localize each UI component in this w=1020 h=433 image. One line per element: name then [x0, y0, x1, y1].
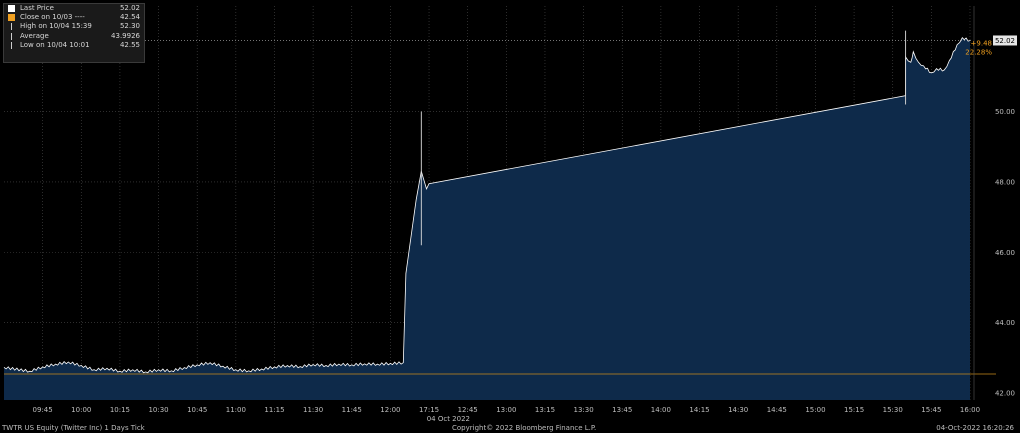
footer-copyright: Copyright© 2022 Bloomberg Finance L.P.: [452, 424, 597, 432]
x-tick-label-24: 16:00: [960, 406, 980, 414]
x-tick-label-17: 14:15: [689, 406, 709, 414]
y-tick-label-0: 42.00: [995, 389, 1015, 397]
x-tick-label-22: 15:30: [883, 406, 903, 414]
x-tick-label-5: 11:00: [226, 406, 246, 414]
legend-value-last-price: 52.02: [119, 4, 140, 12]
legend-swatch-last-price: [8, 5, 15, 12]
x-tick-label-7: 11:30: [303, 406, 323, 414]
legend-swatch-high: [11, 23, 12, 31]
x-tick-label-10: 17:15: [419, 406, 439, 414]
y-tick-label-1: 44.00: [995, 319, 1015, 327]
y-axis: 42.00 44.00 46.00 48.00 50.00: [973, 6, 1015, 400]
legend-label-high: High on 10/04 15:39: [20, 22, 92, 31]
legend-row-low: Low on 10/04 10:01 42.55: [4, 41, 144, 50]
y-tick-label-4: 50.00: [995, 108, 1015, 116]
legend-row-average: Average 43.9926: [4, 32, 144, 41]
legend-row-last-price: Last Price 52.02: [4, 4, 144, 13]
footer-security-label: TWTR US Equity (Twitter Inc) 1 Days Tick: [2, 424, 145, 432]
x-tick-label-6: 11:15: [264, 406, 284, 414]
x-tick-label-0: 09:45: [33, 406, 53, 414]
legend-label-average: Average: [20, 31, 49, 40]
x-tick-label-23: 15:45: [921, 406, 941, 414]
x-tick-label-12: 13:00: [496, 406, 516, 414]
change-pct-label: 22.28%: [965, 48, 992, 56]
legend-row-close: Close on 10/03 ---- 42.54: [4, 13, 144, 22]
legend-swatch-close: [8, 14, 15, 22]
legend-swatch-average: [11, 32, 12, 40]
legend-row-high: High on 10/04 15:39 52.30: [4, 22, 144, 31]
x-tick-label-19: 14:45: [767, 406, 787, 414]
x-tick-label-1: 10:00: [71, 406, 91, 414]
x-tick-label-8: 11:45: [342, 406, 362, 414]
legend-value-low: 42.55: [119, 40, 140, 49]
legend-value-close: 42.54: [119, 13, 140, 22]
legend-label-close: Close on 10/03 ----: [20, 13, 85, 22]
x-tick-label-3: 10:30: [148, 406, 168, 414]
x-tick-label-18: 14:30: [728, 406, 748, 414]
legend: Last Price 52.02 Close on 10/03 ---- 42.…: [3, 3, 145, 63]
legend-label-low: Low on 10/04 10:01: [20, 40, 90, 49]
last-price-tag-label: 52.02: [995, 37, 1015, 45]
x-tick-label-4: 10:45: [187, 406, 207, 414]
x-tick-label-13: 13:15: [535, 406, 555, 414]
price-line-path: [3, 37, 971, 374]
x-tick-label-21: 15:15: [844, 406, 864, 414]
footer-timestamp: 04-Oct-2022 16:20:26: [936, 424, 1014, 432]
x-tick-label-14: 13:30: [574, 406, 594, 414]
x-tick-label-2: 10:15: [110, 406, 130, 414]
x-tick-label-15: 13:45: [612, 406, 632, 414]
x-tick-label-11: 12:45: [458, 406, 478, 414]
y-tick-label-2: 46.00: [995, 249, 1015, 257]
change-label: +9.48: [971, 39, 992, 47]
footer-bar: TWTR US Equity (Twitter Inc) 1 Days Tick…: [0, 424, 1020, 433]
x-date-label: 04 Oct 2022: [427, 415, 470, 423]
x-tick-label-20: 15:00: [805, 406, 825, 414]
legend-value-high: 52.30: [119, 22, 140, 31]
x-tick-label-9: 12:00: [380, 406, 400, 414]
price-area: [4, 37, 970, 400]
price-area-fill: [4, 37, 970, 400]
x-tick-label-16: 14:00: [651, 406, 671, 414]
x-axis: 09:45 10:00 10:15 10:30 10:45 11:00 11:15 11:30…: [33, 406, 981, 423]
last-price-tag-bg: [993, 35, 1017, 46]
price-line: [3, 30, 971, 374]
legend-swatch-low: [11, 41, 12, 49]
legend-label-last-price: Last Price: [20, 4, 54, 12]
legend-value-average: 43.9926: [111, 31, 140, 40]
y-tick-label-3: 48.00: [995, 178, 1015, 186]
